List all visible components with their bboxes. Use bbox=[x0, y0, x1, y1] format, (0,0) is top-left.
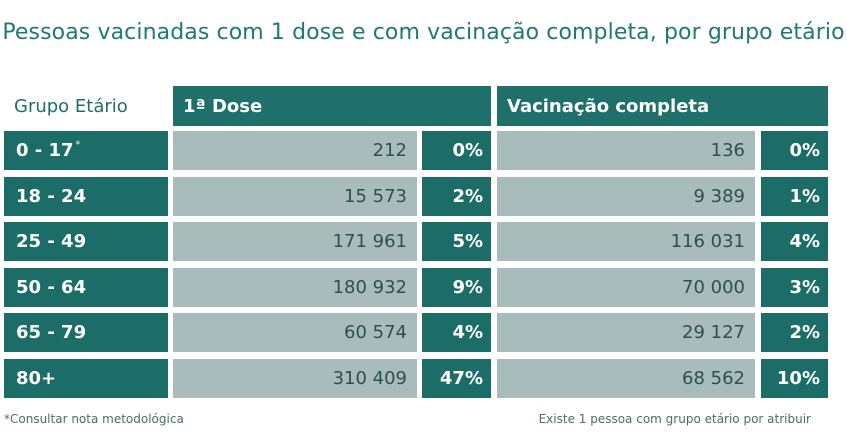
complete-vaccination-percent: 4% bbox=[761, 222, 828, 261]
footnote-unassigned: Existe 1 pessoa com grupo etário por atr… bbox=[538, 412, 811, 426]
age-group-label: 0 - 17 bbox=[16, 140, 74, 161]
age-group-cell: 65 - 79 bbox=[4, 313, 168, 352]
age-group-cell: 80+ bbox=[4, 359, 168, 398]
complete-vaccination-percent: 3% bbox=[761, 268, 828, 307]
age-group-label: 80+ bbox=[16, 368, 57, 389]
complete-vaccination-percent: 10% bbox=[761, 359, 828, 398]
header-age-group: Grupo Etário bbox=[14, 95, 128, 117]
age-group-label: 25 - 49 bbox=[16, 231, 87, 252]
complete-vaccination-count: 136 bbox=[497, 131, 755, 170]
first-dose-percent: 0% bbox=[422, 131, 491, 170]
first-dose-percent: 9% bbox=[422, 268, 491, 307]
first-dose-count: 212 bbox=[173, 131, 417, 170]
first-dose-count: 60 574 bbox=[173, 313, 417, 352]
first-dose-count: 310 409 bbox=[173, 359, 417, 398]
first-dose-percent: 47% bbox=[422, 359, 491, 398]
complete-vaccination-percent: 1% bbox=[761, 177, 828, 216]
first-dose-count: 15 573 bbox=[173, 177, 417, 216]
first-dose-count: 180 932 bbox=[173, 268, 417, 307]
first-dose-percent: 4% bbox=[422, 313, 491, 352]
first-dose-count: 171 961 bbox=[173, 222, 417, 261]
complete-vaccination-count: 9 389 bbox=[497, 177, 755, 216]
complete-vaccination-percent: 2% bbox=[761, 313, 828, 352]
complete-vaccination-count: 70 000 bbox=[497, 268, 755, 307]
age-group-label: 18 - 24 bbox=[16, 186, 87, 207]
header-complete-vaccination: Vacinação completa bbox=[497, 86, 828, 126]
first-dose-percent: 5% bbox=[422, 222, 491, 261]
age-group-label: 50 - 64 bbox=[16, 277, 87, 298]
age-group-note-marker: * bbox=[75, 139, 81, 150]
age-group-label: 65 - 79 bbox=[16, 322, 87, 343]
footnote-methodology: *Consultar nota metodológica bbox=[4, 412, 184, 426]
header-first-dose: 1ª Dose bbox=[173, 86, 491, 126]
chart-title: Pessoas vacinadas com 1 dose e com vacin… bbox=[2, 20, 845, 45]
age-group-cell: 18 - 24 bbox=[4, 177, 168, 216]
age-group-cell: 50 - 64 bbox=[4, 268, 168, 307]
complete-vaccination-count: 29 127 bbox=[497, 313, 755, 352]
age-group-cell: 25 - 49 bbox=[4, 222, 168, 261]
complete-vaccination-count: 68 562 bbox=[497, 359, 755, 398]
age-group-cell: 0 - 17 * bbox=[4, 131, 168, 170]
complete-vaccination-percent: 0% bbox=[761, 131, 828, 170]
first-dose-percent: 2% bbox=[422, 177, 491, 216]
complete-vaccination-count: 116 031 bbox=[497, 222, 755, 261]
